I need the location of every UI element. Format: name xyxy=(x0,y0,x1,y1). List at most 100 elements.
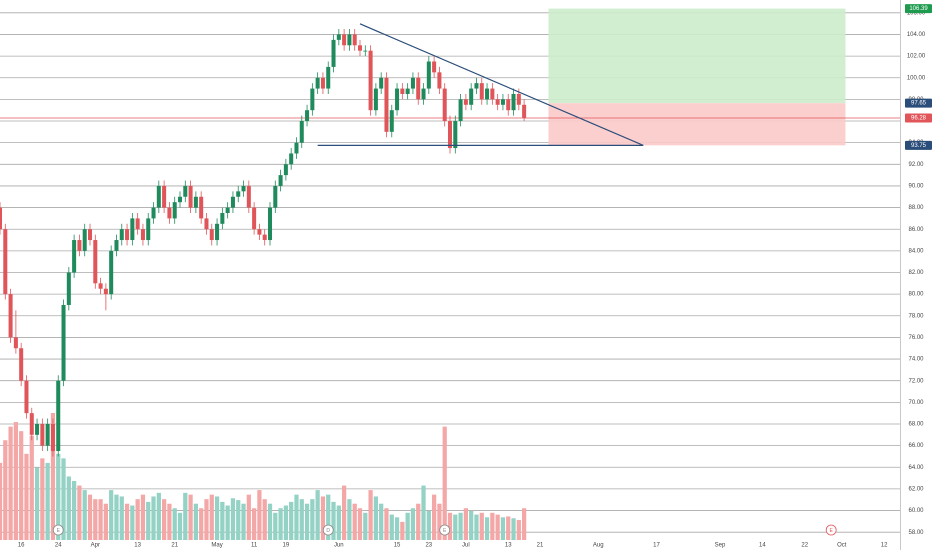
candle-body xyxy=(315,77,320,89)
candle-body xyxy=(183,185,188,197)
candle-body xyxy=(416,77,421,100)
candle-body xyxy=(13,337,18,349)
x-tick-label: 17 xyxy=(653,543,660,549)
volume-bar xyxy=(124,503,130,540)
candle-body xyxy=(278,175,283,186)
volume-bar xyxy=(410,508,416,540)
volume-bar xyxy=(437,503,442,540)
candle-body xyxy=(119,229,124,241)
candle-body xyxy=(336,34,341,40)
candle-body xyxy=(0,207,3,230)
volume-bar xyxy=(490,512,495,540)
volume-bar xyxy=(336,505,341,540)
candle-body xyxy=(140,229,145,241)
y-tick-label: 88.00 xyxy=(908,205,924,211)
volume-bar xyxy=(214,496,220,540)
y-tick-label: 78.00 xyxy=(908,313,924,319)
x-tick-label: 21 xyxy=(537,543,544,549)
candle-body xyxy=(400,88,405,94)
candle-body xyxy=(273,185,278,208)
candle-body xyxy=(246,185,251,208)
volume-bar xyxy=(331,501,336,540)
candle-body xyxy=(177,196,183,203)
volume-bar xyxy=(474,514,479,540)
x-tick-label: Aug xyxy=(593,543,604,549)
candle-body xyxy=(283,164,288,176)
volume-bar xyxy=(130,505,135,540)
volume-bar xyxy=(522,508,527,540)
volume-bar xyxy=(140,494,146,540)
y-tick-label: 60.00 xyxy=(908,508,924,514)
candle-body xyxy=(410,77,415,89)
event-label: E xyxy=(830,528,834,534)
x-tick-label: 11 xyxy=(251,543,258,549)
volume-bar xyxy=(103,503,108,540)
volume-bar xyxy=(389,514,394,540)
volume-bar xyxy=(479,512,484,540)
candle-body xyxy=(342,34,347,46)
volume-bar xyxy=(135,499,140,540)
volume-bar xyxy=(421,485,426,540)
volume-bar xyxy=(177,512,183,540)
volume-bar xyxy=(188,494,193,540)
x-tick-label: 16 xyxy=(18,543,25,549)
y-tick-label: 90.00 xyxy=(908,184,924,190)
volume-bar xyxy=(45,462,50,540)
volume-bar xyxy=(230,498,236,540)
candle-body xyxy=(310,88,315,111)
candle-body xyxy=(257,229,262,235)
volume-bar xyxy=(220,501,225,540)
candle-body xyxy=(352,34,357,46)
volume-bar xyxy=(246,494,251,540)
candle-body xyxy=(8,294,13,338)
volume-bar xyxy=(167,503,172,540)
candle-body xyxy=(103,288,108,295)
candle-body xyxy=(19,348,24,381)
volume-bar xyxy=(294,494,299,540)
volume-bar xyxy=(511,518,516,540)
y-tick-label: 76.00 xyxy=(908,335,924,341)
candle-body xyxy=(405,88,410,94)
volume-bar xyxy=(56,453,61,540)
candle-body xyxy=(230,196,235,208)
candle-body xyxy=(516,93,521,105)
profit-zone xyxy=(548,8,846,104)
candle-body xyxy=(50,423,55,452)
volume-bar xyxy=(262,499,267,540)
volume-bar xyxy=(257,490,262,540)
volume-bar xyxy=(426,510,431,540)
candle-body xyxy=(469,88,474,105)
candle-body xyxy=(3,229,8,295)
y-tick-label: 66.00 xyxy=(908,443,924,449)
candle-body xyxy=(368,50,373,111)
candle-body xyxy=(522,104,527,118)
candle-body xyxy=(252,207,257,230)
candle-body xyxy=(474,83,479,89)
candle-body xyxy=(109,250,114,295)
volume-bar xyxy=(463,508,468,540)
candle-body xyxy=(172,202,177,219)
volume-bar xyxy=(19,431,24,540)
volume-bar xyxy=(320,496,326,540)
candle-body xyxy=(463,99,468,105)
event-label: E xyxy=(57,528,61,534)
candle-body xyxy=(458,99,463,122)
trendline xyxy=(359,23,644,146)
volume-bar xyxy=(50,413,56,540)
event-marker xyxy=(825,524,837,536)
volume-bar xyxy=(394,517,400,540)
volume-bar xyxy=(495,514,500,540)
candle-body xyxy=(220,212,225,224)
candle-body xyxy=(305,110,310,122)
candle-body xyxy=(56,380,61,452)
volume-bar xyxy=(310,499,315,540)
candle-body xyxy=(61,304,66,381)
price-badge-label: 106.39 xyxy=(909,6,928,12)
volume-bar xyxy=(8,426,13,540)
y-tick-label: 106.00 xyxy=(907,10,926,16)
event-label: E xyxy=(443,528,447,534)
volume-bar xyxy=(326,494,331,540)
volume-bar xyxy=(82,490,87,540)
volume-bar xyxy=(299,499,304,540)
x-tick-label: 12 xyxy=(881,543,888,549)
